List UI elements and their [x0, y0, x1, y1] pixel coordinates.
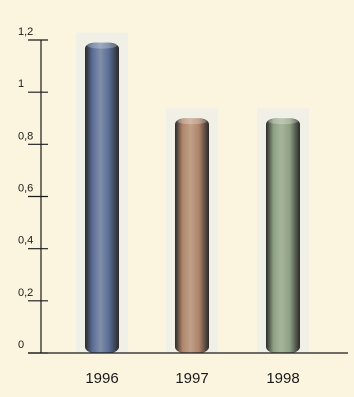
- bar-cap: [177, 118, 207, 125]
- bars: [85, 42, 300, 353]
- x-tick-label: 1996: [85, 370, 118, 387]
- y-tick-label: 0,8: [18, 130, 33, 142]
- bar-1997: [175, 118, 209, 353]
- y-tick-label: 1,2: [18, 26, 33, 38]
- y-tick-label: 0: [18, 339, 24, 351]
- bar-cap: [268, 118, 298, 125]
- y-tick-label: 0,4: [18, 235, 33, 247]
- y-tick-label: 0,6: [18, 183, 33, 195]
- y-tick-label: 1: [18, 78, 24, 90]
- x-tick-label: 1998: [266, 370, 299, 387]
- bar-1996: [85, 42, 119, 353]
- bar-1998: [266, 118, 300, 353]
- y-ticks: 0 0,2 0,4 0,6 0,8 1 1,2: [18, 26, 48, 354]
- bar-cap: [87, 42, 117, 49]
- x-tick-label: 1997: [175, 370, 208, 387]
- y-tick-label: 0,2: [18, 287, 33, 299]
- x-ticks: 1996 1997 1998: [85, 370, 299, 387]
